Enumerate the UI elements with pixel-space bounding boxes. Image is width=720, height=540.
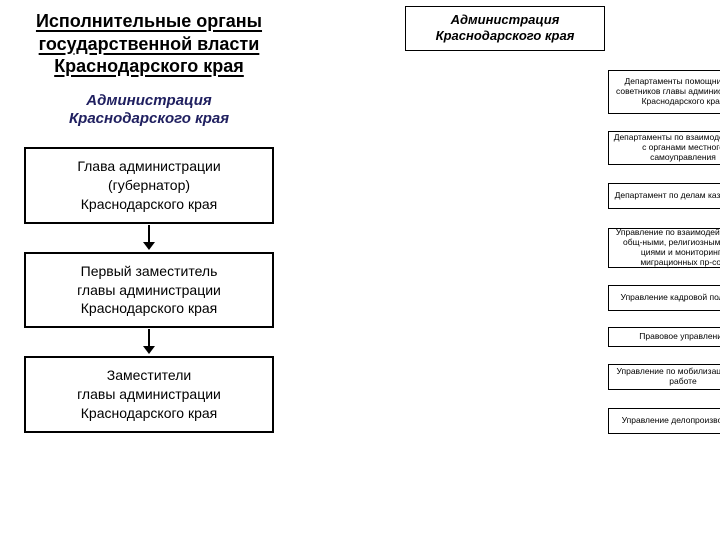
t: Краснодарского края	[54, 56, 244, 76]
left-main-title: Исполнительные органы государственной вл…	[18, 10, 280, 78]
t: Администрация	[451, 12, 560, 27]
dept-box-left: Управление кадровой политики	[608, 285, 720, 311]
t: Администрация	[86, 92, 211, 109]
arrow-down-icon	[18, 328, 280, 356]
box-deputies: Заместители главы администрации Краснода…	[24, 356, 274, 433]
t: Глава администрации	[77, 158, 220, 174]
dept-box-left: Департамент по делам казачества	[608, 183, 720, 209]
t: государственной власти	[39, 34, 260, 54]
org-chart-page: Исполнительные органы государственной вл…	[0, 0, 720, 540]
dept-box-left: Департаменты по взаимодействию с органам…	[608, 131, 720, 165]
right-panel: Администрация Краснодарского края Департ…	[290, 0, 720, 540]
dept-box-left: Управление по мобилизационной работе	[608, 364, 720, 390]
t: Заместители	[107, 367, 191, 383]
dept-box-left: Правовое управление	[608, 327, 720, 347]
dept-box-left: Управление по взаимодействию с общ-ными,…	[608, 228, 720, 268]
t: главы администрации	[77, 386, 221, 402]
t: Краснодарского края	[81, 196, 218, 212]
t: главы администрации	[77, 282, 221, 298]
t: Краснодарского края	[69, 110, 229, 127]
right-title-box: Администрация Краснодарского края	[405, 6, 605, 51]
t: Краснодарского края	[81, 405, 218, 421]
left-panel: Исполнительные органы государственной вл…	[0, 0, 290, 540]
t: Первый заместитель	[81, 263, 218, 279]
left-subtitle: Администрация Краснодарского края	[18, 92, 280, 130]
t: (губернатор)	[108, 177, 190, 193]
box-governor: Глава администрации (губернатор) Краснод…	[24, 147, 274, 224]
dept-box-left: Управление делопроизводства	[608, 408, 720, 434]
dept-box-left: Департаменты помощников и советников гла…	[608, 70, 720, 114]
t: Исполнительные органы	[36, 11, 262, 31]
t: Краснодарского края	[81, 300, 218, 316]
arrow-down-icon	[18, 224, 280, 252]
box-first-deputy: Первый заместитель главы администрации К…	[24, 252, 274, 329]
t: Краснодарского края	[436, 28, 575, 43]
